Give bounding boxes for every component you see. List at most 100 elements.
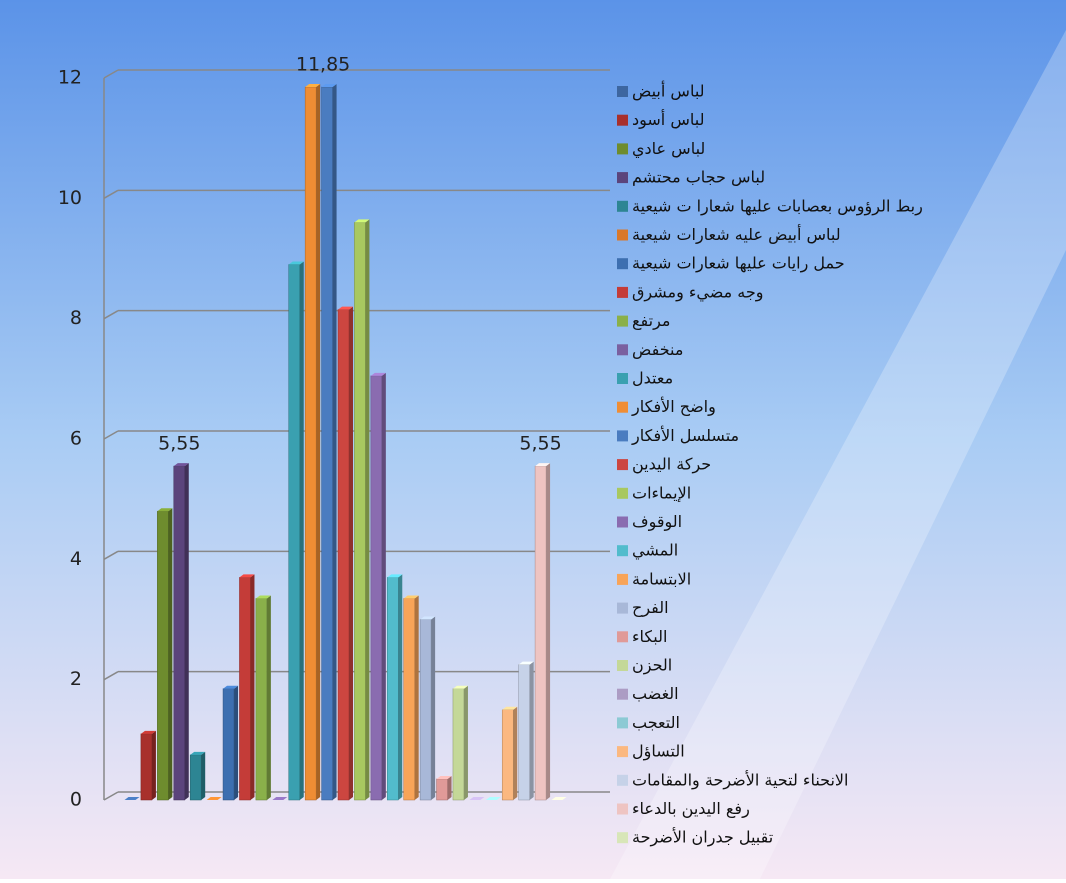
bar-top (370, 372, 386, 376)
bar (403, 598, 415, 801)
y-tick-label: 8 (70, 307, 82, 329)
legend-swatch (617, 114, 628, 126)
grid-depth (103, 550, 119, 560)
legend-swatch (617, 315, 628, 327)
legend-label: لباس عادي (632, 139, 705, 159)
bar-side (349, 306, 353, 800)
legend-label: لباس أبيض (632, 81, 705, 102)
legend-label: مرتفع (632, 311, 670, 331)
y-tick-label: 2 (70, 668, 82, 690)
legend-swatch (617, 373, 628, 384)
value-label: 5,55 (158, 433, 200, 455)
legend-label: لباس حجاب محتشم (632, 168, 765, 187)
bar-top (288, 261, 304, 265)
legend-label: معتدل (632, 369, 673, 388)
legend-label: الابتسامة (632, 569, 691, 588)
legend-label: منخفض (632, 340, 683, 360)
bar (140, 733, 153, 801)
bar-side (431, 616, 436, 800)
bar-top (190, 751, 206, 755)
legend-label: المشي (632, 541, 678, 561)
bar (534, 465, 547, 801)
legend-label: لباس أسود (632, 109, 704, 130)
bar-top (255, 595, 271, 599)
legend-label: الغضب (632, 684, 679, 703)
legend-label: الوقوف (632, 512, 682, 532)
bar-side (316, 84, 321, 800)
y-tick-label: 0 (70, 789, 82, 811)
bar (436, 778, 448, 801)
bar (239, 577, 251, 801)
legend-swatch (617, 229, 628, 241)
bar-side (365, 219, 370, 800)
legend-label: البكاء (632, 627, 667, 646)
bar-side (447, 775, 452, 800)
bar-top (140, 730, 156, 734)
grid-depth (103, 189, 119, 199)
legend-swatch (617, 832, 628, 844)
grid-depth (103, 671, 119, 681)
bar-top (206, 797, 222, 800)
legend-swatch (617, 344, 628, 356)
bar (173, 465, 186, 801)
legend-label: لباس أبيض عليه شعارات شيعية (632, 224, 841, 245)
bar-side (398, 574, 403, 800)
legend-swatch (617, 143, 628, 155)
grid-depth (103, 69, 119, 79)
bar-side (381, 372, 386, 800)
bar-top (387, 574, 403, 578)
legend-swatch (617, 688, 628, 700)
bar-side (463, 685, 468, 800)
bar-side (414, 595, 419, 800)
legend-swatch (617, 86, 628, 97)
bar-top (535, 463, 551, 467)
legend-swatch (617, 573, 628, 585)
y-tick-label: 4 (70, 548, 82, 570)
bar (387, 577, 399, 801)
bar-top (321, 84, 337, 88)
legend-swatch (617, 516, 628, 528)
grid-depth (103, 791, 119, 801)
bar-top (403, 595, 419, 599)
bar-top (354, 219, 370, 223)
legend-label: الانحناء لتحية الأضرحة والمقامات (632, 769, 849, 790)
bar-side (299, 261, 304, 800)
y-tick-label: 12 (58, 67, 82, 89)
bar-top (338, 306, 353, 310)
legend-label: الإيماءات (632, 483, 691, 502)
legend-swatch (617, 631, 628, 643)
bar (288, 264, 300, 801)
legend-swatch (617, 746, 628, 758)
bar (304, 86, 317, 801)
bar-top (272, 797, 288, 800)
legend-label: ربط الرؤوس بعصابات عليها شعارا ت شيعية (632, 196, 923, 216)
bar (354, 222, 366, 801)
value-label: 5,55 (519, 433, 561, 455)
legend-swatch (617, 172, 628, 184)
legend-label: الفرح (632, 598, 669, 618)
legend-label: حمل رايات عليها شعارات شيعية (632, 254, 845, 274)
bar (157, 510, 169, 801)
legend-label: واضح الأفكار (631, 396, 716, 417)
bar (321, 86, 333, 801)
bar-top (157, 508, 173, 512)
legend-label: وجه مضيء ومشرق (632, 282, 763, 302)
bar-side (266, 595, 271, 800)
legend-swatch (617, 286, 628, 298)
bar (501, 709, 514, 801)
legend-swatch (617, 717, 628, 729)
legend-swatch (617, 602, 628, 614)
bar-side (546, 463, 551, 800)
bar (419, 619, 432, 801)
bar-top (469, 797, 485, 800)
legend-swatch (617, 430, 628, 442)
bar-top (551, 797, 567, 800)
bar (222, 688, 235, 801)
bar-top (173, 463, 189, 467)
bar-side (151, 730, 156, 800)
bar-top (485, 797, 501, 800)
legend-label: التعجب (632, 713, 680, 732)
bar-top (452, 685, 468, 689)
